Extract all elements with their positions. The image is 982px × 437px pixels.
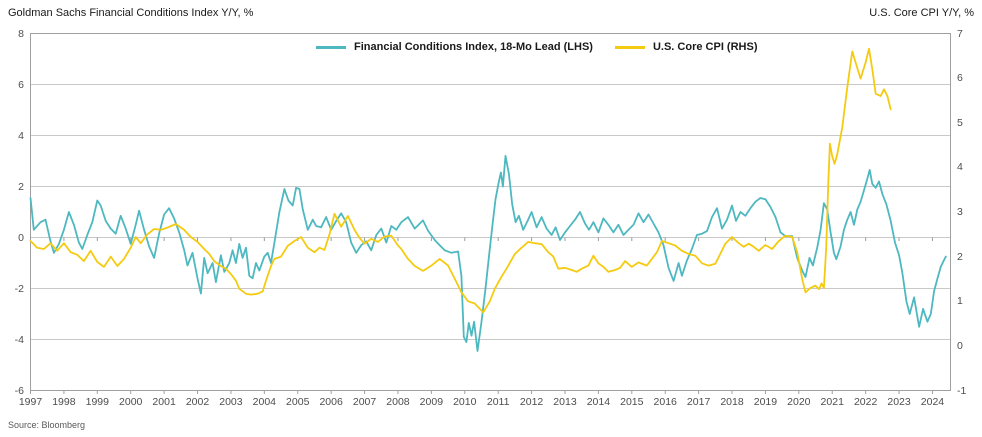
right-axis-title: U.S. Core CPI Y/Y, % xyxy=(869,7,974,19)
left-axis-tick-label: 8 xyxy=(18,27,24,40)
x-axis-tick-label: 2012 xyxy=(519,396,544,408)
left-axis-tick-label: 4 xyxy=(18,129,24,142)
left-axis-title: Goldman Sachs Financial Conditions Index… xyxy=(8,7,254,19)
x-axis-tick-label: 2001 xyxy=(152,396,176,408)
right-axis-tick-label: 6 xyxy=(957,72,963,85)
x-axis-tick-label: 2002 xyxy=(185,396,210,408)
left-axis-tick-label: -2 xyxy=(14,282,24,295)
plot-border xyxy=(30,33,951,391)
x-axis-tick-label: 2011 xyxy=(486,396,510,408)
x-axis-tick-label: 2023 xyxy=(887,396,911,408)
x-axis-tick-label: 1997 xyxy=(18,396,43,408)
right-axis-tick-label: -1 xyxy=(957,384,967,397)
x-axis-tick-label: 2020 xyxy=(787,396,811,408)
x-axis-tick-label: 2008 xyxy=(386,396,410,408)
x-axis-tick-label: 1999 xyxy=(85,396,109,408)
x-axis-tick-label: 2022 xyxy=(853,396,878,408)
x-axis-tick-label: 2003 xyxy=(219,396,243,408)
legend-item-fci: Financial Conditions Index, 18-Mo Lead (… xyxy=(316,41,593,53)
right-axis-tick-label: 1 xyxy=(957,295,963,308)
x-axis-tick-label: 2009 xyxy=(419,396,444,408)
source-note: Source: Bloomberg xyxy=(8,420,86,430)
x-axis-tick-label: 2017 xyxy=(686,396,711,408)
x-axis-tick-label: 1998 xyxy=(52,396,76,408)
right-axis-tick-label: 0 xyxy=(957,339,963,352)
legend-label-cpi: U.S. Core CPI (RHS) xyxy=(652,41,758,53)
right-axis-tick-label: 7 xyxy=(957,27,963,40)
right-axis-tick-label: 3 xyxy=(957,206,963,218)
left-axis-tick-label: 0 xyxy=(18,231,24,244)
left-axis-tick-label: 2 xyxy=(18,180,24,193)
right-axis-tick-label: 5 xyxy=(957,116,963,129)
x-axis-tick-label: 2014 xyxy=(586,396,611,408)
x-axis-tick-label: 2019 xyxy=(753,396,778,408)
cpi-line-swatch-icon xyxy=(614,45,645,49)
x-axis-tick-label: 2010 xyxy=(453,396,477,408)
legend-label-fci: Financial Conditions Index, 18-Mo Lead (… xyxy=(354,41,593,53)
x-axis-tick-label: 2000 xyxy=(119,396,143,408)
left-axis-tick-label: 6 xyxy=(18,78,24,91)
right-axis-tick-label: 4 xyxy=(957,161,963,174)
chart-legend: Financial Conditions Index, 18-Mo Lead (… xyxy=(316,41,757,53)
series-line-fci xyxy=(29,155,947,352)
x-axis-tick-label: 2013 xyxy=(553,396,577,408)
x-axis-tick-label: 2018 xyxy=(720,396,744,408)
x-axis-tick-label: 2024 xyxy=(920,396,945,408)
x-axis-tick-label: 2006 xyxy=(319,396,343,408)
x-axis-tick-label: 2005 xyxy=(286,396,310,408)
x-axis-tick-label: 2021 xyxy=(820,396,844,408)
left-axis-tick-label: -4 xyxy=(14,333,24,346)
fci-line-swatch-icon xyxy=(316,45,346,49)
series-line-cpi xyxy=(29,47,892,314)
right-axis-tick-label: 2 xyxy=(957,250,963,263)
x-axis-tick-label: 2007 xyxy=(352,396,377,408)
x-axis-tick-label: 2016 xyxy=(653,396,677,408)
x-axis-tick-label: 2004 xyxy=(252,396,276,408)
x-axis-tick-label: 2015 xyxy=(620,396,644,408)
left-axis-tick-label: -6 xyxy=(14,384,24,397)
legend-item-cpi: U.S. Core CPI (RHS) xyxy=(614,41,758,53)
